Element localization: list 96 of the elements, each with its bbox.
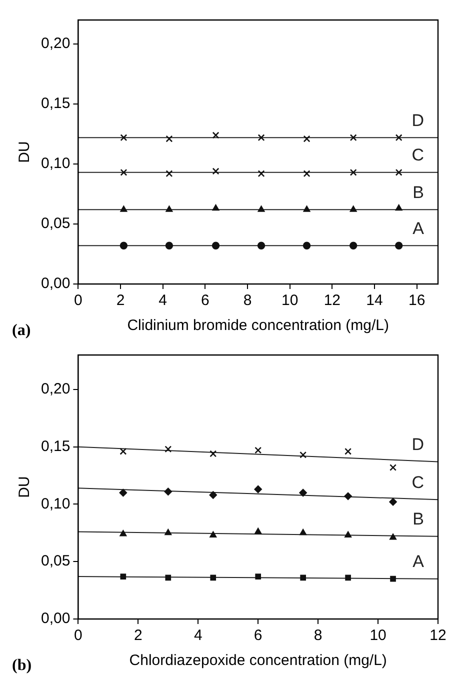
point — [390, 534, 396, 540]
x-axis-title: Chlordiazepoxide concentration (mg/L) — [129, 652, 387, 670]
point — [303, 170, 310, 178]
point — [165, 242, 174, 250]
point — [258, 206, 265, 212]
y-tick-label: 0,15 — [40, 438, 70, 455]
point — [349, 242, 358, 250]
series-label: C — [412, 472, 424, 492]
point — [212, 204, 220, 211]
y-tick-label: 0,20 — [40, 380, 70, 398]
y-tick-label: 0,05 — [40, 552, 70, 570]
point — [394, 242, 403, 250]
point — [390, 576, 396, 582]
x-tick-label: 0 — [74, 292, 82, 310]
point — [299, 488, 307, 497]
series-label: B — [412, 510, 424, 529]
x-tick-label: 0 — [74, 627, 82, 644]
point — [300, 574, 306, 581]
point — [254, 528, 262, 534]
x-tick-label: 12 — [324, 292, 341, 310]
series-label: D — [412, 434, 424, 454]
x-tick-label: 8 — [314, 627, 322, 644]
series-label: A — [412, 218, 425, 238]
x-tick-label: 2 — [116, 292, 125, 310]
point — [212, 168, 220, 175]
y-tick-label: 0,15 — [40, 95, 70, 112]
point — [254, 446, 262, 454]
point — [257, 242, 266, 250]
x-tick-label: 8 — [243, 292, 252, 310]
point — [300, 451, 307, 458]
point — [209, 491, 217, 499]
point — [120, 168, 128, 176]
point — [212, 132, 220, 139]
y-tick-label: 0,20 — [40, 35, 70, 52]
x-tick-label: 10 — [370, 627, 386, 644]
point — [255, 574, 262, 580]
point — [210, 531, 217, 538]
y-tick-label: 0,10 — [40, 495, 70, 512]
y-tick-label: 0,00 — [40, 610, 70, 628]
point — [395, 204, 402, 211]
series-label: A — [412, 552, 425, 572]
x-tick-label: 2 — [134, 627, 142, 644]
point — [120, 574, 126, 580]
point — [258, 170, 265, 178]
point — [300, 529, 306, 536]
series-label: B — [412, 182, 424, 202]
point — [165, 574, 172, 581]
point — [166, 135, 173, 142]
series-label: D — [412, 110, 424, 130]
point — [212, 242, 220, 250]
text: (a) — [12, 322, 31, 340]
point — [164, 529, 172, 536]
x-tick-label: 16 — [408, 292, 426, 310]
x-tick-label: 4 — [158, 292, 168, 310]
y-axis-title: DU — [16, 141, 34, 163]
point — [210, 574, 216, 581]
point — [119, 488, 128, 497]
point — [120, 206, 128, 212]
point — [350, 206, 357, 212]
point — [344, 531, 352, 538]
y-axis-title: DU — [16, 476, 34, 498]
series-label: C — [412, 146, 424, 165]
point — [303, 206, 310, 212]
point — [389, 498, 397, 506]
x-tick-label: 12 — [430, 627, 446, 644]
point — [120, 134, 128, 142]
point — [395, 168, 402, 176]
y-tick-label: 0,05 — [40, 215, 70, 232]
x-tick-label: 14 — [366, 292, 383, 310]
point — [120, 242, 128, 250]
x-axis-title: Clidinium bromide concentration (mg/L) — [127, 317, 389, 334]
y-tick-label: 0,10 — [40, 155, 70, 172]
point — [120, 448, 127, 455]
point — [166, 170, 173, 178]
point — [166, 206, 173, 212]
point — [210, 450, 217, 458]
point — [344, 492, 352, 500]
point — [345, 574, 351, 581]
point — [390, 464, 397, 471]
point — [164, 446, 172, 453]
point — [254, 485, 262, 494]
point — [303, 135, 310, 142]
x-tick-label: 6 — [201, 292, 210, 310]
point — [395, 134, 402, 142]
point — [350, 134, 357, 142]
point — [344, 448, 352, 455]
x-tick-label: 4 — [194, 627, 202, 644]
point — [258, 134, 265, 142]
point — [350, 168, 357, 176]
text: (b) — [12, 657, 32, 674]
point — [120, 530, 127, 536]
point — [302, 242, 311, 250]
x-tick-label: 6 — [254, 627, 262, 644]
point — [164, 488, 172, 496]
x-tick-label: 10 — [282, 292, 298, 310]
y-tick-label: 0,00 — [40, 275, 70, 292]
